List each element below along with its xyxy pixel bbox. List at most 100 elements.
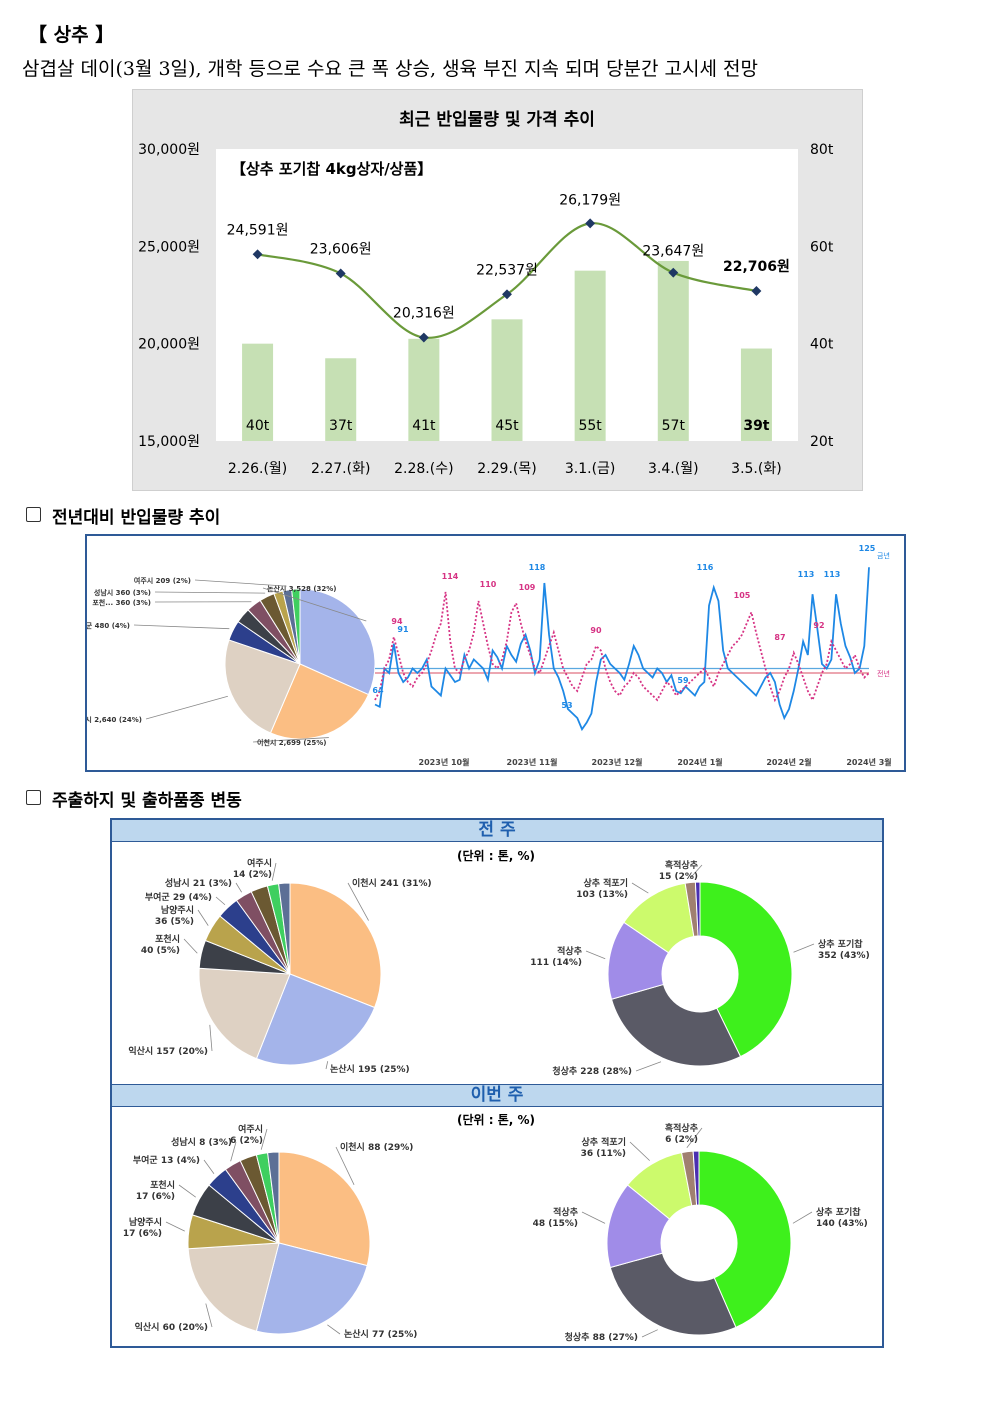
price-label: 26,179원 xyxy=(559,192,621,208)
peak-label: 113 xyxy=(824,570,841,579)
last-week-header: 전 주 xyxy=(112,820,882,842)
x-tick-label: 2024년 3월 xyxy=(846,757,891,767)
checkbox-icon xyxy=(26,790,41,805)
peak-label: 105 xyxy=(734,591,751,600)
peak-label: 114 xyxy=(442,572,459,581)
slice-label: 적상추 48 (15%) xyxy=(533,1206,578,1229)
price-label: 23,647원 xyxy=(642,244,704,260)
leader-line xyxy=(335,1146,355,1185)
category-label: 2.28.(수) xyxy=(394,461,453,477)
price-point xyxy=(335,268,346,279)
leader-line xyxy=(629,1141,650,1161)
section-origin-variety-title: 주출하지 및 출하품종 변동 xyxy=(52,791,242,811)
slice-label: 상추 포기찹 140 (43%) xyxy=(816,1206,868,1229)
peak-label: 91 xyxy=(397,625,409,634)
leader-line xyxy=(194,579,287,587)
bar-label: 40t xyxy=(246,418,270,434)
slice-label: 청상추 88 (27%) xyxy=(565,1331,638,1343)
bar-label: 39t xyxy=(743,418,769,434)
bar-label: 41t xyxy=(412,418,436,434)
volume-bar xyxy=(657,260,689,441)
x-tick-label: 2024년 2월 xyxy=(766,757,811,767)
page-subheading: 삼겹살 데이(3월 3일), 개학 등으로 수요 큰 폭 상승, 생육 부진 지… xyxy=(22,58,758,80)
slice-label: 부여군 29 (4%) xyxy=(145,891,212,903)
variety-slice xyxy=(610,983,742,1067)
category-label: 3.4.(월) xyxy=(648,461,699,477)
leader-line xyxy=(183,938,198,954)
peak-label: 53 xyxy=(561,701,572,710)
chart-title: 최근 반입물량 및 가격 추이 xyxy=(399,110,595,130)
left-tick-label: 30,000원 xyxy=(138,142,200,158)
origin-slice xyxy=(291,588,301,665)
legend-last-year: 전년 xyxy=(877,669,890,678)
category-label: 2.26.(월) xyxy=(228,461,287,477)
peak-label: 109 xyxy=(519,583,536,592)
origin-slice xyxy=(198,967,291,1060)
leader-line xyxy=(793,943,815,953)
slice-label: 포천시 17 (6%) xyxy=(136,1180,175,1202)
price-point xyxy=(585,218,596,229)
leader-line xyxy=(325,1061,329,1070)
slice-label: 포천... 360 (3%) xyxy=(92,598,151,607)
origin-slice xyxy=(255,973,376,1066)
slice-label: 남양주시 17 (6%) xyxy=(123,1216,162,1239)
volume-bar xyxy=(574,270,606,441)
right-tick-label: 80t xyxy=(810,142,834,158)
volume-trend-svg: 논산시 3,528 (32%) 이천시 2,699 (25%) 익산시 2,640 … xyxy=(73,544,892,767)
leader-line xyxy=(631,882,649,894)
category-label: 2.27.(화) xyxy=(311,461,370,477)
peak-label: 125 xyxy=(859,544,876,553)
origin-slice xyxy=(187,1242,280,1332)
section-volume-trend: 전년대비 반입물량 추이 xyxy=(26,503,220,528)
left-tick-label: 25,000원 xyxy=(138,239,200,255)
origin-slice xyxy=(299,588,376,696)
peak-label: 92 xyxy=(813,621,824,630)
leader-line xyxy=(235,882,242,893)
this-week-header: 이번 주 xyxy=(112,1084,882,1107)
leader-line xyxy=(230,1141,237,1162)
origin-slice xyxy=(267,1151,280,1244)
bar-label: 55t xyxy=(578,418,602,434)
slice-label: 청상추 228 (28%) xyxy=(552,1065,632,1077)
slice-label: 성남시 21 (3%) xyxy=(165,877,232,889)
slice-label: 남양주시 36 (5%) xyxy=(155,904,194,927)
legend-this-year: 금년 xyxy=(877,551,890,560)
this-year-line xyxy=(374,567,870,732)
peak-label: 59 xyxy=(677,676,689,685)
variety-slice xyxy=(699,881,793,1058)
unit-label: (단위 : 톤, %) xyxy=(457,848,535,863)
leader-line xyxy=(347,882,369,921)
slice-label: 여주시 209 (2%) xyxy=(134,576,191,585)
leader-line xyxy=(635,1061,662,1072)
volume-trend-panel: 논산시 3,528 (32%) 이천시 2,699 (25%) 익산시 2,640 … xyxy=(73,534,906,772)
category-label: 3.1.(금) xyxy=(565,461,616,477)
right-tick-label: 40t xyxy=(810,337,834,353)
leader-line xyxy=(581,1211,606,1224)
price-label: 20,316원 xyxy=(393,306,455,322)
chart-subtitle: 【상추 포기찹 4kg상자/상품】 xyxy=(231,160,432,178)
x-tick-label: 2023년 10월 xyxy=(419,757,470,767)
slice-label: 논산시 195 (25%) xyxy=(330,1063,410,1075)
section-volume-trend-title: 전년대비 반입물량 추이 xyxy=(52,508,221,528)
leader-line xyxy=(641,1329,658,1338)
leader-line xyxy=(165,1221,185,1232)
price-point xyxy=(252,249,263,260)
leader-line xyxy=(686,1127,703,1149)
bar-label: 37t xyxy=(329,418,353,434)
peak-label: 87 xyxy=(774,633,785,642)
slice-label: 여주시 6 (2%) xyxy=(230,1123,263,1146)
leader-line xyxy=(585,950,606,960)
leader-line xyxy=(178,1184,196,1198)
x-tick-label: 2023년 12월 xyxy=(592,757,643,767)
left-tick-label: 20,000원 xyxy=(138,337,200,353)
volume-bar xyxy=(491,319,523,441)
leader-line xyxy=(203,1159,215,1174)
bar-label: 45t xyxy=(495,418,519,434)
origin-slice xyxy=(289,882,382,1009)
variety-slice xyxy=(694,881,701,937)
slice-label: 흑적상추 6 (2%) xyxy=(665,1122,698,1145)
slice-label: 성남시 8 (3%) xyxy=(171,1136,232,1148)
slice-label: 흑적상추 15 (2%) xyxy=(659,859,698,882)
leader-line xyxy=(197,909,209,926)
variety-slice xyxy=(698,1150,792,1328)
